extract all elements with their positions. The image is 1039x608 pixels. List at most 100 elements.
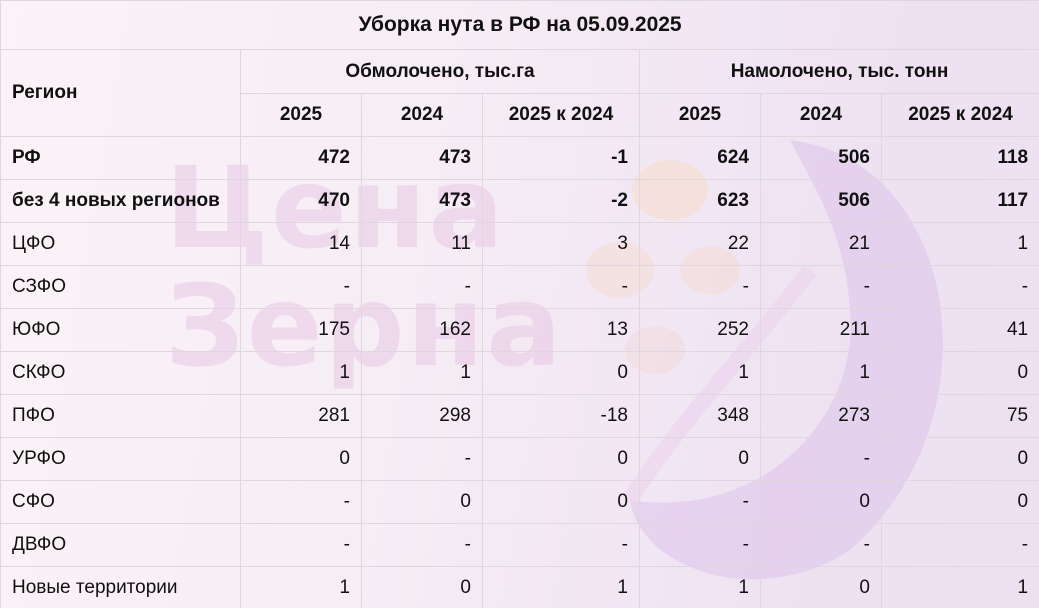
region-name: ПФО bbox=[0, 394, 241, 438]
value-cell: 13 bbox=[482, 308, 640, 352]
table-title: Уборка нута в РФ на 05.09.2025 bbox=[0, 0, 1039, 50]
value-cell: 14 bbox=[240, 222, 362, 266]
value-cell: 348 bbox=[639, 394, 761, 438]
col-area-2024: 2024 bbox=[361, 93, 483, 137]
region-name: СКФО bbox=[0, 351, 241, 395]
value-cell: 3 bbox=[482, 222, 640, 266]
value-cell: 162 bbox=[361, 308, 483, 352]
value-cell: 1 bbox=[361, 351, 483, 395]
value-cell: - bbox=[240, 523, 362, 567]
value-cell: 473 bbox=[361, 136, 483, 180]
value-cell: 1 bbox=[760, 351, 882, 395]
value-cell: 473 bbox=[361, 179, 483, 223]
value-cell: - bbox=[639, 480, 761, 524]
value-cell: 0 bbox=[361, 480, 483, 524]
value-cell: - bbox=[361, 523, 483, 567]
value-cell: 21 bbox=[760, 222, 882, 266]
value-cell: 41 bbox=[880, 308, 1039, 352]
value-cell: 1 bbox=[639, 566, 761, 608]
value-cell: 1 bbox=[880, 222, 1039, 266]
value-cell: - bbox=[482, 523, 640, 567]
value-cell: 0 bbox=[760, 566, 882, 608]
value-cell: 0 bbox=[880, 437, 1039, 481]
value-cell: 470 bbox=[240, 179, 362, 223]
value-cell: 252 bbox=[639, 308, 761, 352]
region-name: ДВФО bbox=[0, 523, 241, 567]
table-row: СКФО 1 1 0 1 1 0 bbox=[0, 351, 1039, 395]
value-cell: 472 bbox=[240, 136, 362, 180]
region-name: СФО bbox=[0, 480, 241, 524]
region-column-header: Регион bbox=[0, 49, 241, 137]
table-row: СФО -0 0-0 0 bbox=[0, 480, 1039, 524]
value-cell: 0 bbox=[240, 437, 362, 481]
value-cell: 0 bbox=[482, 480, 640, 524]
region-name: РФ bbox=[0, 136, 241, 180]
value-cell: 11 bbox=[361, 222, 483, 266]
value-cell: 117 bbox=[880, 179, 1039, 223]
table-row: ПФО 281 298 -18 348 273 75 bbox=[0, 394, 1039, 438]
threshed-volume-header: Намолочено, тыс. тонн bbox=[638, 49, 1039, 94]
value-cell: 273 bbox=[760, 394, 882, 438]
value-cell: 1 bbox=[482, 566, 640, 608]
value-cell: - bbox=[361, 265, 483, 309]
value-cell: 506 bbox=[760, 136, 882, 180]
value-cell: - bbox=[760, 265, 882, 309]
value-cell: - bbox=[639, 265, 761, 309]
value-cell: - bbox=[760, 523, 882, 567]
region-name: ЮФО bbox=[0, 308, 241, 352]
region-name: ЦФО bbox=[0, 222, 241, 266]
col-volume-2024: 2024 bbox=[760, 93, 882, 137]
value-cell: -2 bbox=[482, 179, 640, 223]
value-cell: - bbox=[639, 523, 761, 567]
table-row: ЦФО 14 11 3 22 21 1 bbox=[0, 222, 1039, 266]
threshed-area-header: Обмолочено, тыс.га bbox=[240, 49, 640, 94]
value-cell: 75 bbox=[880, 394, 1039, 438]
value-cell: 0 bbox=[482, 437, 640, 481]
region-name: УРФО bbox=[0, 437, 241, 481]
value-cell: 211 bbox=[760, 308, 882, 352]
table-row: УРФО 0-0 0-0 bbox=[0, 437, 1039, 481]
col-volume-2025: 2025 bbox=[639, 93, 761, 137]
value-cell: 0 bbox=[880, 351, 1039, 395]
table-row: Новые территории 1 0 1 1 0 1 bbox=[0, 566, 1039, 608]
region-name: Новые территории bbox=[0, 566, 241, 608]
table-row: ДВФО - - - - - - bbox=[0, 523, 1039, 567]
value-cell: 0 bbox=[482, 351, 640, 395]
col-area-2025: 2025 bbox=[240, 93, 362, 137]
value-cell: -18 bbox=[482, 394, 640, 438]
value-cell: - bbox=[880, 523, 1039, 567]
value-cell: - bbox=[240, 480, 362, 524]
table-row: ЮФО 175 162 13 252 211 41 bbox=[0, 308, 1039, 352]
value-cell: 0 bbox=[639, 437, 761, 481]
value-cell: 506 bbox=[760, 179, 882, 223]
region-name: СЗФО bbox=[0, 265, 241, 309]
value-cell: 175 bbox=[240, 308, 362, 352]
value-cell: 22 bbox=[639, 222, 761, 266]
table-row: СЗФО - - - - - - bbox=[0, 265, 1039, 309]
value-cell: - bbox=[760, 437, 882, 481]
value-cell: 0 bbox=[880, 480, 1039, 524]
col-volume-diff: 2025 к 2024 bbox=[880, 93, 1039, 137]
value-cell: 118 bbox=[880, 136, 1039, 180]
value-cell: 0 bbox=[760, 480, 882, 524]
value-cell: -1 bbox=[482, 136, 640, 180]
value-cell: 281 bbox=[240, 394, 362, 438]
value-cell: 1 bbox=[240, 566, 362, 608]
table-row: без 4 новых регионов 470 473 -2 623 506 117 bbox=[0, 179, 1039, 223]
value-cell: 298 bbox=[361, 394, 483, 438]
col-area-diff: 2025 к 2024 bbox=[482, 93, 640, 137]
value-cell: 1 bbox=[639, 351, 761, 395]
value-cell: - bbox=[361, 437, 483, 481]
value-cell: 623 bbox=[639, 179, 761, 223]
value-cell: 0 bbox=[361, 566, 483, 608]
value-cell: 624 bbox=[639, 136, 761, 180]
region-name: без 4 новых регионов bbox=[0, 179, 241, 223]
value-cell: 1 bbox=[880, 566, 1039, 608]
value-cell: - bbox=[880, 265, 1039, 309]
value-cell: - bbox=[482, 265, 640, 309]
value-cell: 1 bbox=[240, 351, 362, 395]
value-cell: - bbox=[240, 265, 362, 309]
table-row: РФ 472 473 -1 624 506 118 bbox=[0, 136, 1039, 180]
